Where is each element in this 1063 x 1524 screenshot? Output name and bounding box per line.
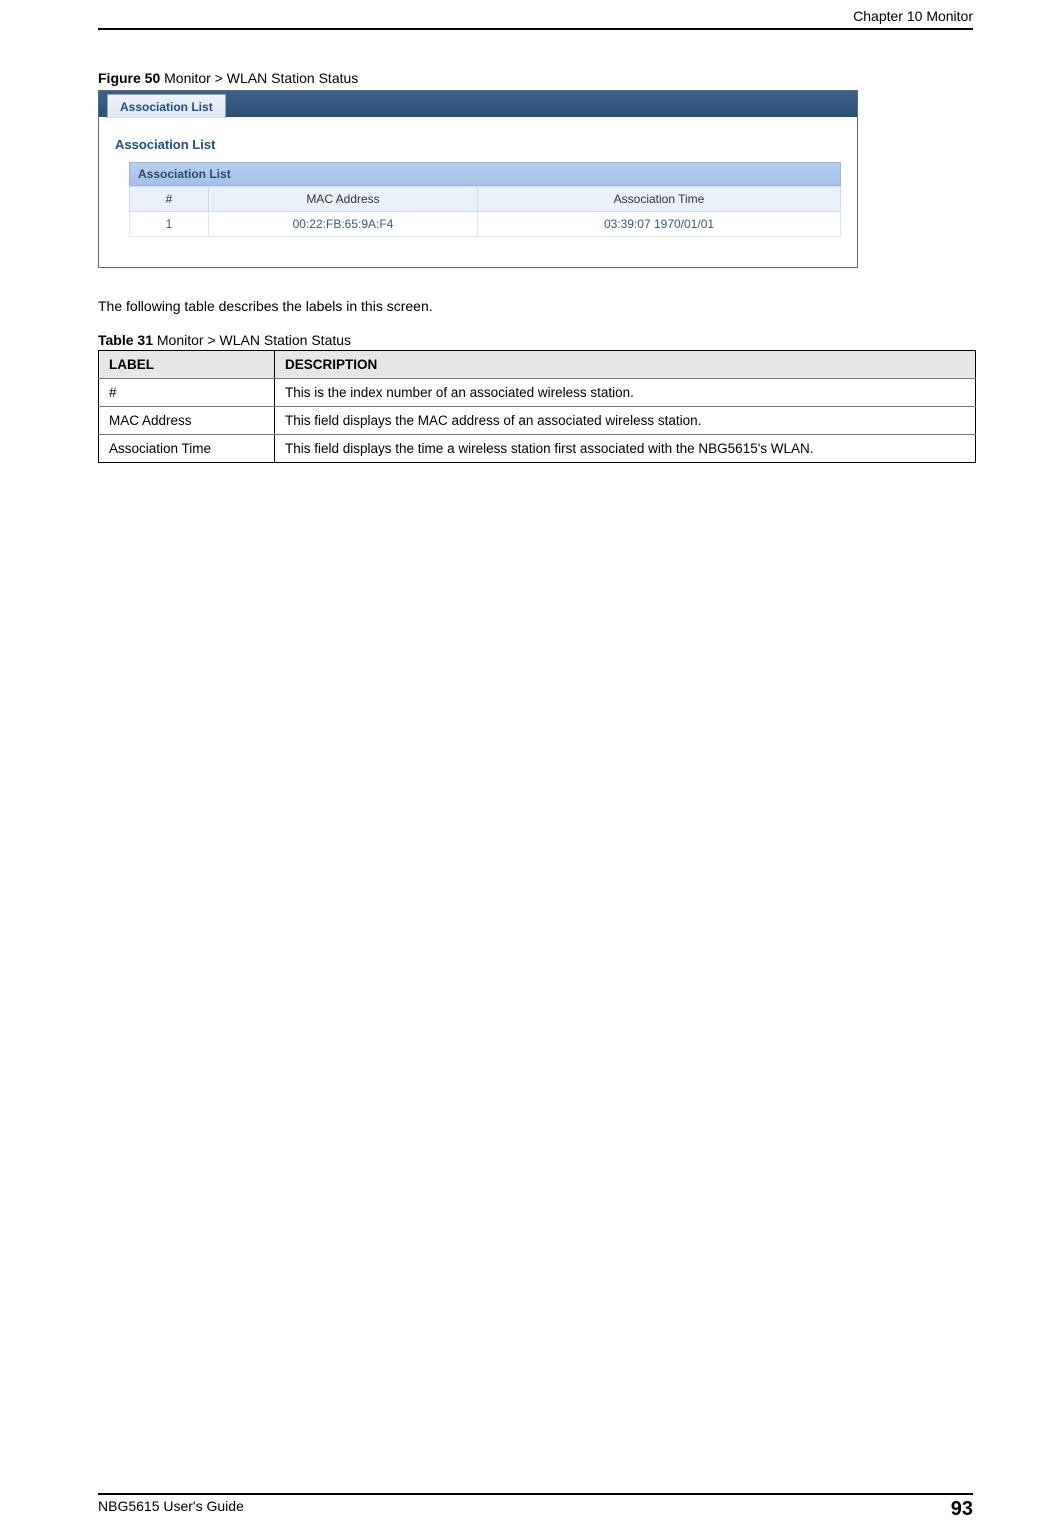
chapter-header: Chapter 10 Monitor: [853, 8, 973, 24]
cell-label: #: [99, 379, 275, 407]
col-header-time: Association Time: [478, 187, 841, 212]
cell-num: 1: [130, 212, 209, 237]
table-caption: Table 31 Monitor > WLAN Station Status: [98, 332, 973, 348]
figure-number: Figure 50: [98, 70, 160, 86]
cell-desc: This is the index number of an associate…: [275, 379, 976, 407]
table-title: Monitor > WLAN Station Status: [153, 332, 351, 348]
page-footer: NBG5615 User's Guide 93: [98, 1493, 973, 1521]
table-row: Association Time This field displays the…: [99, 435, 976, 463]
association-table: # MAC Address Association Time 1 00:22:F…: [129, 186, 841, 237]
cell-time: 03:39:07 1970/01/01: [478, 212, 841, 237]
cell-mac: 00:22:FB:65:9A:F4: [209, 212, 478, 237]
table-row: 1 00:22:FB:65:9A:F4 03:39:07 1970/01/01: [130, 212, 841, 237]
figure-caption: Figure 50 Monitor > WLAN Station Status: [98, 70, 973, 86]
cell-desc: This field displays the time a wireless …: [275, 435, 976, 463]
cell-desc: This field displays the MAC address of a…: [275, 407, 976, 435]
footer-page-number: 93: [951, 1498, 973, 1521]
col-header-num: #: [130, 187, 209, 212]
screenshot-figure: Association List Association List Associ…: [98, 90, 858, 268]
table-number: Table 31: [98, 332, 153, 348]
table-row: MAC Address This field displays the MAC …: [99, 407, 976, 435]
footer-guide: NBG5615 User's Guide: [98, 1498, 244, 1521]
col-header-mac: MAC Address: [209, 187, 478, 212]
tab-association-list[interactable]: Association List: [107, 94, 226, 118]
panel-header: Association List: [129, 162, 841, 186]
screenshot-tabbar: Association List: [99, 91, 857, 117]
description-table: LABEL DESCRIPTION # This is the index nu…: [98, 350, 976, 463]
header-description: DESCRIPTION: [275, 351, 976, 379]
figure-title: Monitor > WLAN Station Status: [160, 70, 358, 86]
section-title: Association List: [115, 137, 847, 152]
header-label: LABEL: [99, 351, 275, 379]
body-paragraph: The following table describes the labels…: [98, 298, 973, 314]
cell-label: Association Time: [99, 435, 275, 463]
cell-label: MAC Address: [99, 407, 275, 435]
table-row: # This is the index number of an associa…: [99, 379, 976, 407]
